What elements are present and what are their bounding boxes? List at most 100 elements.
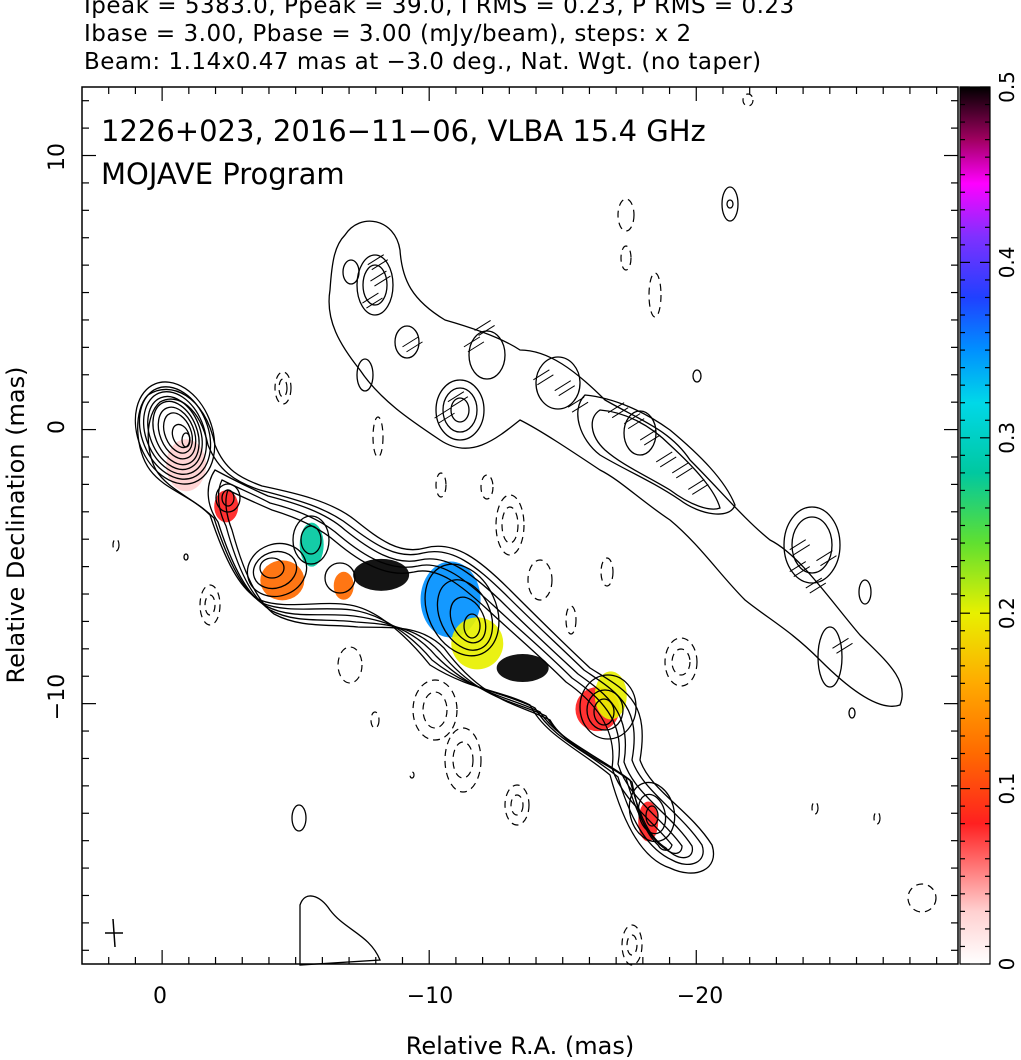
evpa-tick	[659, 456, 677, 468]
evpa-tick	[362, 292, 379, 304]
core-contour	[147, 395, 203, 471]
knot-contour	[436, 579, 494, 651]
evpa-tick	[537, 374, 554, 386]
evpa-tick	[554, 380, 571, 392]
pol-contour	[591, 409, 721, 510]
evpa-tick	[820, 555, 837, 567]
knot-contour	[593, 698, 615, 726]
chart-subtitle: MOJAVE Program	[101, 157, 345, 191]
evpa-tick	[692, 483, 709, 495]
x-tick-label: −10	[407, 984, 453, 1009]
header-line-2: Ibase = 3.00, Pbase = 3.00 (mJy/beam), s…	[84, 21, 692, 47]
evpa-tick	[639, 429, 657, 441]
header-line-3: Beam: 1.14x0.47 mas at −3.0 deg., Nat. W…	[84, 49, 762, 75]
isolated-contour	[726, 199, 734, 209]
evpa-tick	[478, 325, 495, 336]
evpa-tick	[567, 396, 585, 408]
evpa-tick	[434, 407, 451, 419]
pol-contour	[468, 330, 506, 380]
pol-contour	[342, 259, 360, 285]
y-axis-label: Relative Declination (mas)	[2, 366, 30, 683]
colorbar-label: 0	[995, 958, 1019, 971]
evpa-tick	[671, 462, 689, 474]
core-contour	[152, 400, 200, 466]
core-contour	[162, 412, 194, 454]
evpa-tick	[809, 582, 827, 594]
knot-contour	[324, 562, 356, 594]
pol-contour	[435, 379, 485, 441]
core-contour	[134, 381, 216, 485]
evpa-tick	[474, 320, 491, 331]
core-contour	[181, 432, 191, 448]
evpa-tick	[789, 561, 807, 573]
colorbar-label: 0.3	[995, 422, 1019, 454]
evpa-tick	[467, 341, 485, 353]
evpa-tick	[463, 336, 481, 348]
polarization-region	[260, 560, 305, 601]
evpa-tick	[655, 451, 673, 463]
knot-contour	[628, 781, 676, 843]
evpa-vectors	[362, 254, 853, 654]
evpa-tick	[533, 369, 550, 381]
pol-contour	[791, 516, 833, 574]
y-tick-label: 10	[45, 143, 70, 171]
knot-contour	[259, 557, 285, 579]
isolated-contour	[721, 186, 739, 222]
x-tick-label: −20	[677, 984, 723, 1009]
x-tick-label: 0	[153, 984, 167, 1009]
pol-contour	[535, 356, 581, 410]
evpa-tick	[627, 418, 645, 430]
evpa-tick	[675, 467, 693, 479]
evpa-tick	[688, 478, 705, 490]
knot-contour	[586, 689, 624, 731]
y-tick-label: −10	[45, 674, 70, 720]
evpa-tick	[623, 413, 641, 425]
evpa-tick	[607, 402, 625, 414]
evpa-tick	[571, 401, 589, 413]
knot-contour	[292, 515, 330, 565]
knot-contour	[463, 613, 481, 639]
axis-ticks	[82, 87, 958, 964]
isolated-contour	[848, 707, 856, 719]
polarized-intensity-contours	[328, 220, 903, 707]
evpa-tick	[371, 259, 389, 271]
knot-contour	[300, 525, 322, 555]
evpa-tick	[438, 412, 455, 424]
evpa-tick	[558, 385, 575, 397]
colorbar-label: 0.1	[995, 773, 1019, 805]
evpa-tick	[374, 275, 391, 287]
polarization-region	[333, 571, 354, 600]
evpa-tick	[832, 637, 849, 649]
polarization-region	[299, 522, 324, 567]
x-axis-label: Relative R.A. (mas)	[406, 1032, 634, 1060]
knot-contour	[221, 489, 235, 507]
total-intensity-contours	[134, 186, 872, 966]
evpa-tick	[805, 577, 823, 589]
pol-contour	[442, 387, 478, 433]
pol-contour	[356, 358, 374, 392]
evpa-tick	[367, 254, 385, 266]
knot-contour	[215, 483, 241, 513]
evpa-tick	[406, 341, 423, 353]
evpa-tick	[836, 642, 853, 654]
pol-contour	[356, 254, 394, 316]
y-tick-label: 0	[45, 420, 70, 434]
isolated-contour	[183, 553, 189, 561]
pol-contour	[623, 410, 657, 456]
jet-outer-contour	[137, 388, 715, 874]
plot-frame	[81, 86, 959, 965]
beam-marker	[105, 918, 123, 948]
polarization-region	[353, 558, 410, 591]
polarization-region	[451, 617, 504, 670]
evpa-tick	[793, 566, 811, 578]
colorbar-label: 0.4	[995, 246, 1019, 278]
pol-contour	[362, 264, 388, 306]
knot-contour	[645, 805, 659, 827]
colorbar-labels: 0 0.1 0.2 0.3 0.4 0.5	[995, 71, 1019, 970]
knot-contour	[424, 563, 500, 657]
knot-contour	[252, 550, 298, 590]
evpa-tick	[816, 550, 833, 562]
pol-outer-contour	[328, 220, 903, 707]
colorbar-ticks	[960, 86, 990, 965]
